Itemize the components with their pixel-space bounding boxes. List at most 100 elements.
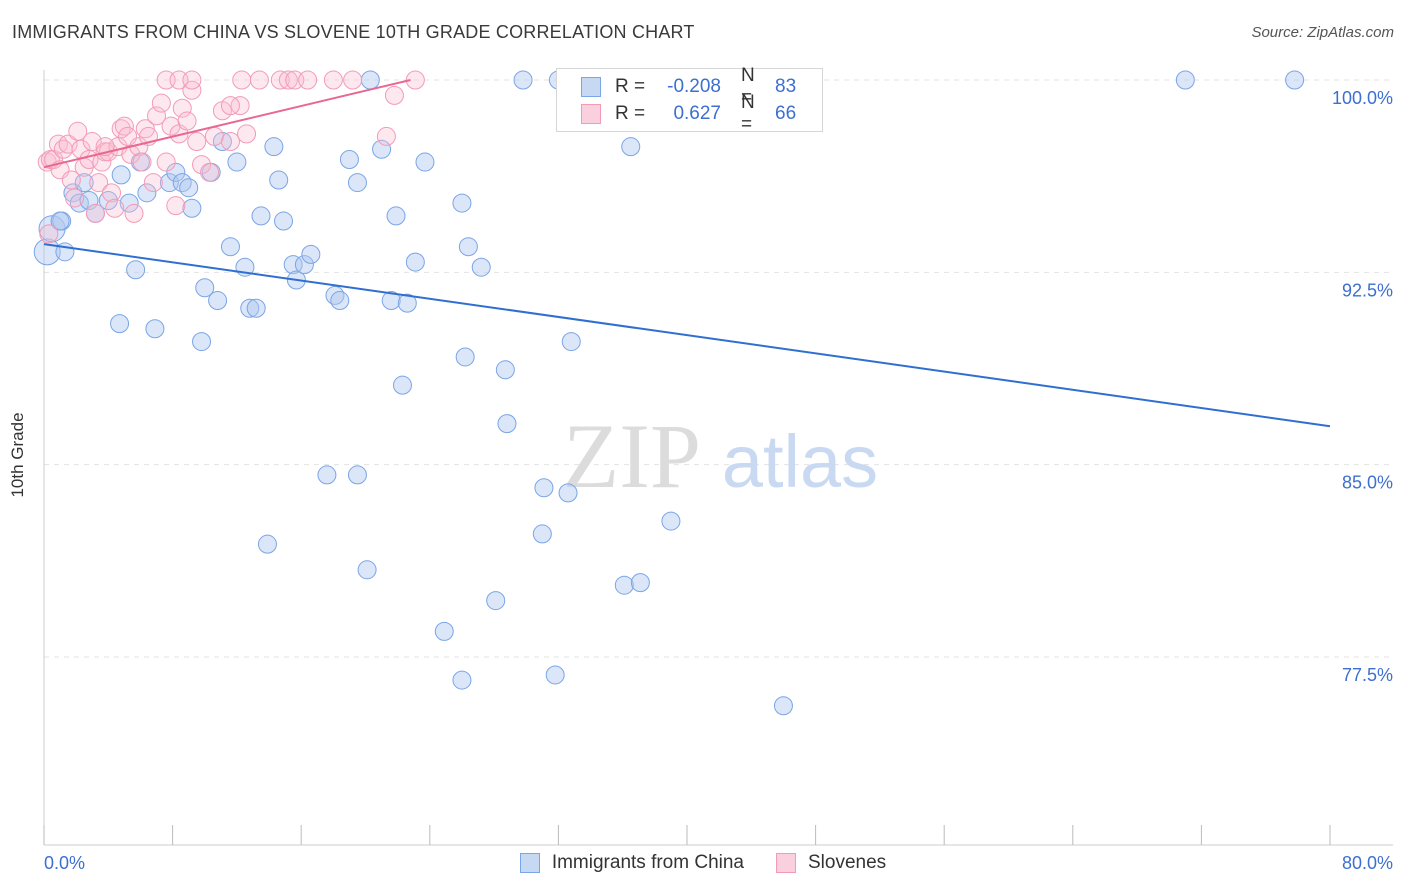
y-tick-label: 100.0%	[1332, 88, 1393, 108]
data-point	[68, 121, 88, 141]
data-point	[381, 291, 401, 311]
legend-row-china: R = -0.208 N = 83	[581, 65, 796, 108]
axes	[43, 70, 1393, 846]
data-point	[187, 132, 207, 152]
data-point	[98, 191, 118, 211]
data-point	[121, 144, 141, 164]
data-point	[110, 314, 130, 334]
data-point	[166, 196, 186, 216]
data-point	[773, 696, 793, 716]
data-point	[237, 124, 257, 144]
data-point	[85, 203, 105, 223]
data-point	[204, 126, 224, 146]
data-point	[357, 560, 377, 580]
data-point	[240, 298, 260, 318]
data-point	[135, 119, 155, 139]
data-point	[386, 206, 406, 226]
y-tick-label: 92.5%	[1342, 280, 1393, 300]
data-point	[323, 70, 343, 90]
trend-line	[43, 79, 411, 169]
data-point	[392, 375, 412, 395]
data-point	[347, 465, 367, 485]
data-point	[415, 152, 435, 172]
data-point	[621, 137, 641, 157]
grid-lines	[44, 79, 1393, 658]
data-point	[661, 511, 681, 531]
data-point	[283, 255, 303, 275]
source-note: Source: ZipAtlas.com	[1251, 24, 1394, 41]
data-point	[1285, 70, 1305, 90]
trend-lines	[43, 79, 1331, 428]
correlation-legend: R = -0.208 N = 83 R = 0.627 N = 66	[556, 65, 823, 135]
data-point	[274, 211, 294, 231]
series-legend: Immigrants from China Slovenes	[0, 852, 1406, 874]
data-point	[126, 260, 146, 280]
legend-row-slovenes: R = 0.627 N = 66	[581, 92, 796, 135]
data-point	[166, 162, 186, 182]
legend-n-label: N =	[741, 65, 755, 108]
data-point	[269, 170, 289, 190]
data-point	[339, 149, 359, 169]
data-point	[471, 257, 491, 277]
data-point	[405, 252, 425, 272]
legend-swatch-pink	[581, 104, 601, 124]
data-point	[220, 132, 240, 152]
data-point	[232, 70, 252, 90]
series-slovenes	[37, 70, 425, 244]
data-point	[182, 80, 202, 100]
data-point	[220, 96, 240, 116]
data-point	[145, 319, 165, 339]
data-point	[257, 534, 277, 554]
y-tick-label: 77.5%	[1342, 665, 1393, 685]
data-point	[452, 670, 472, 690]
data-point	[397, 293, 417, 313]
data-point	[179, 178, 199, 198]
data-point	[1175, 70, 1195, 90]
data-point	[182, 198, 202, 218]
data-point	[151, 93, 171, 113]
data-point	[270, 70, 290, 90]
data-point	[497, 414, 517, 434]
data-point	[458, 237, 478, 257]
data-point	[119, 193, 139, 213]
data-point	[298, 70, 318, 90]
data-point	[89, 173, 109, 193]
data-point	[534, 478, 554, 498]
watermark-zip: ZIP	[563, 405, 701, 507]
data-point	[147, 106, 167, 126]
y-tick-label: 85.0%	[1342, 473, 1393, 493]
data-point	[58, 134, 78, 154]
data-point	[137, 183, 157, 203]
data-point	[39, 224, 59, 244]
data-point	[513, 70, 533, 90]
data-point	[50, 211, 70, 231]
legend-swatch-pink	[776, 853, 796, 873]
legend-r-label: R =	[615, 76, 646, 97]
data-point	[294, 255, 314, 275]
data-point	[434, 621, 454, 641]
data-point	[545, 665, 565, 685]
data-point	[384, 85, 404, 105]
data-point	[132, 152, 152, 172]
data-point	[249, 70, 269, 90]
tick-labels: 77.5% 85.0% 92.5% 100.0% 0.0% 80.0%	[44, 88, 1393, 873]
data-point	[172, 173, 192, 193]
data-point	[251, 206, 271, 226]
chart-title: IMMIGRANTS FROM CHINA VS SLOVENE 10TH GR…	[12, 22, 695, 42]
data-point	[65, 188, 85, 208]
legend-item-china: Immigrants from China	[519, 852, 744, 874]
data-point	[343, 70, 363, 90]
legend-r-value: -0.208	[667, 76, 721, 97]
data-point	[227, 152, 247, 172]
legend-r-value: 0.627	[673, 103, 721, 124]
data-point	[561, 332, 581, 352]
data-point	[495, 360, 515, 380]
data-point	[372, 139, 392, 159]
data-point	[124, 203, 144, 223]
data-point	[317, 465, 337, 485]
data-point	[330, 291, 350, 311]
data-point	[532, 524, 552, 544]
series-immigrants-from-china	[33, 70, 1305, 716]
data-point	[558, 483, 578, 503]
